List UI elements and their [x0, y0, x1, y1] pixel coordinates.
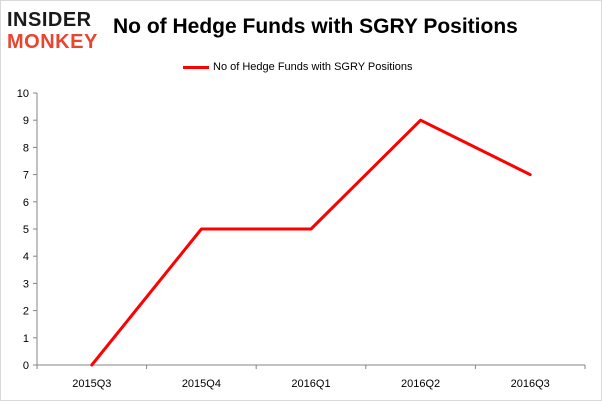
logo-line-2: MONKEY	[7, 31, 98, 53]
x-tick-label: 2016Q2	[401, 378, 440, 390]
x-tick-label: 2016Q3	[511, 378, 550, 390]
y-tick-label: 2	[23, 306, 29, 318]
y-tick-label: 3	[23, 278, 29, 290]
x-tick-label: 2015Q3	[72, 378, 111, 390]
x-tick-label: 2016Q1	[291, 378, 330, 390]
y-tick-label: 7	[23, 170, 29, 182]
y-tick-label: 0	[23, 360, 29, 372]
legend-line-swatch	[183, 65, 209, 69]
y-tick-label: 4	[23, 251, 29, 263]
insider-monkey-logo: INSIDER MONKEY	[7, 10, 107, 52]
series-line-0	[90, 118, 532, 367]
y-tick-label: 6	[23, 197, 29, 209]
x-tick-label: 2015Q4	[182, 378, 221, 390]
y-tick-label: 10	[17, 88, 29, 100]
logo-line-1: INSIDER	[7, 9, 92, 31]
legend: No of Hedge Funds with SGRY Positions	[183, 59, 413, 75]
y-tick-label: 1	[23, 333, 29, 345]
legend-label: No of Hedge Funds with SGRY Positions	[213, 61, 413, 73]
y-tick-label: 5	[23, 224, 29, 236]
y-tick-label: 8	[23, 142, 29, 154]
chart-title: No of Hedge Funds with SGRY Positions	[113, 15, 518, 38]
y-tick-label: 9	[23, 115, 29, 127]
